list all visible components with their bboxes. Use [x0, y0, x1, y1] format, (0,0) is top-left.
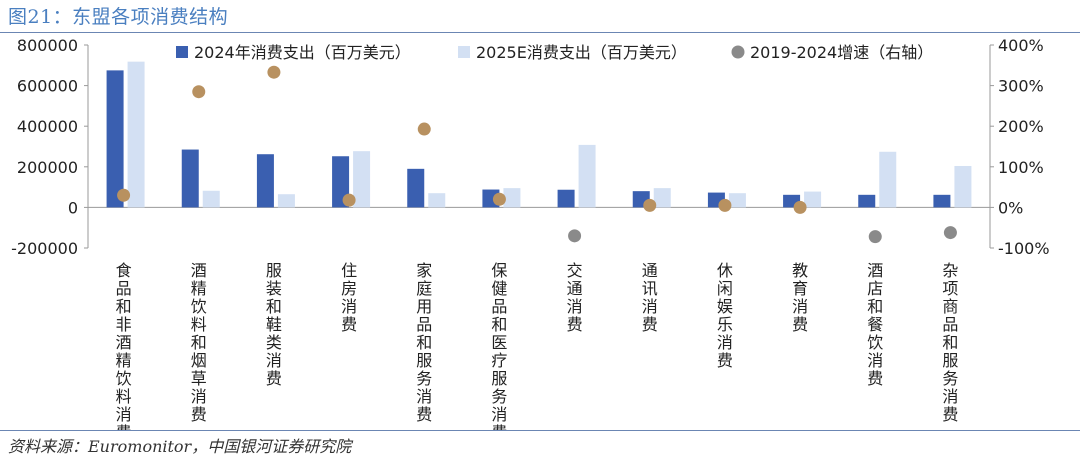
x-category-label: 休闲娱乐消费	[717, 261, 733, 370]
growth-dot	[568, 229, 582, 243]
x-category-label: 交通消费	[567, 261, 583, 334]
growth-dot	[868, 230, 882, 244]
x-category-label: 教育消费	[792, 261, 808, 334]
title-rule	[0, 32, 1080, 33]
bar-2025e	[202, 190, 220, 208]
chart: 800000 600000 400000 200000 0 -200000 400% 300…	[11, 36, 1050, 430]
growth-dot	[643, 198, 657, 212]
bar-2025e	[428, 193, 446, 208]
y-left-tick-label: 400000	[17, 117, 78, 136]
growth-dot	[793, 200, 807, 214]
growth-dot	[117, 188, 131, 202]
y-right-tick-label: 300%	[998, 77, 1044, 96]
x-category-label: 保健品和医疗服务消费	[491, 261, 507, 430]
y-left-tick-label: 200000	[17, 158, 78, 177]
bar-2025e	[578, 144, 596, 208]
figure-title: 图21：东盟各项消费结构	[8, 6, 229, 28]
growth-dot	[417, 122, 431, 136]
bar-2024	[933, 194, 951, 208]
x-category-label: 食品和非酒精饮料消费	[116, 261, 132, 430]
growth-dot	[267, 65, 281, 79]
y-right-tick-label: 200%	[998, 117, 1044, 136]
growth-dot	[943, 226, 957, 240]
y-right-tick-label: 0%	[998, 198, 1023, 217]
y-right-tick-label: 100%	[998, 158, 1044, 177]
x-category-label: 家庭用品和服务消费	[416, 261, 432, 424]
y-left-tick-label: 800000	[17, 36, 78, 55]
source-note: 资料来源：Euromonitor，中国银河证券研究院	[8, 437, 352, 456]
legend-label: 2024年消费支出（百万美元）	[194, 43, 411, 62]
growth-dot	[192, 85, 206, 99]
legend-marker-2025e	[458, 46, 470, 58]
x-category-label: 杂项商品和服务消费	[942, 261, 958, 424]
y-right-tick-label: 400%	[998, 36, 1044, 55]
bar-2025e	[277, 194, 295, 208]
bar-2025e	[804, 191, 822, 208]
bar-2025e	[127, 61, 145, 208]
bar-2024	[407, 168, 425, 208]
bar-2025e	[879, 151, 897, 208]
bar-2025e	[653, 188, 671, 208]
bar-2024	[256, 154, 274, 208]
bar-2024	[332, 156, 350, 208]
legend-marker-growth	[731, 45, 745, 59]
bar-2024	[181, 149, 199, 208]
x-category-label: 酒店和餐饮消费	[867, 261, 883, 388]
y-left-tick-label: 0	[68, 198, 78, 217]
bar-2025e	[503, 188, 521, 208]
growth-dot	[492, 192, 506, 206]
bar-2025e	[728, 193, 746, 208]
x-category-label: 通讯消费	[642, 261, 658, 334]
bar-2025e	[353, 151, 371, 208]
growth-dot	[718, 198, 732, 212]
bar-2024	[858, 194, 876, 208]
bar-2024	[557, 189, 575, 208]
x-category-label: 住房消费	[341, 261, 357, 334]
source-rule	[0, 430, 1080, 431]
growth-dot	[342, 193, 356, 207]
x-category-label: 服装和鞋类消费	[266, 261, 282, 388]
bar-2024	[106, 70, 124, 208]
legend-marker-2024	[176, 46, 188, 58]
y-left-tick-label: -200000	[11, 239, 78, 258]
legend-label: 2019-2024增速（右轴）	[750, 43, 933, 62]
y-right-tick-label: -100%	[998, 239, 1050, 258]
bar-2025e	[954, 165, 972, 208]
legend-label: 2025E消费支出（百万美元）	[476, 43, 687, 62]
x-category-label: 酒精饮料和烟草消费	[191, 261, 207, 424]
y-left-tick-label: 600000	[17, 77, 78, 96]
